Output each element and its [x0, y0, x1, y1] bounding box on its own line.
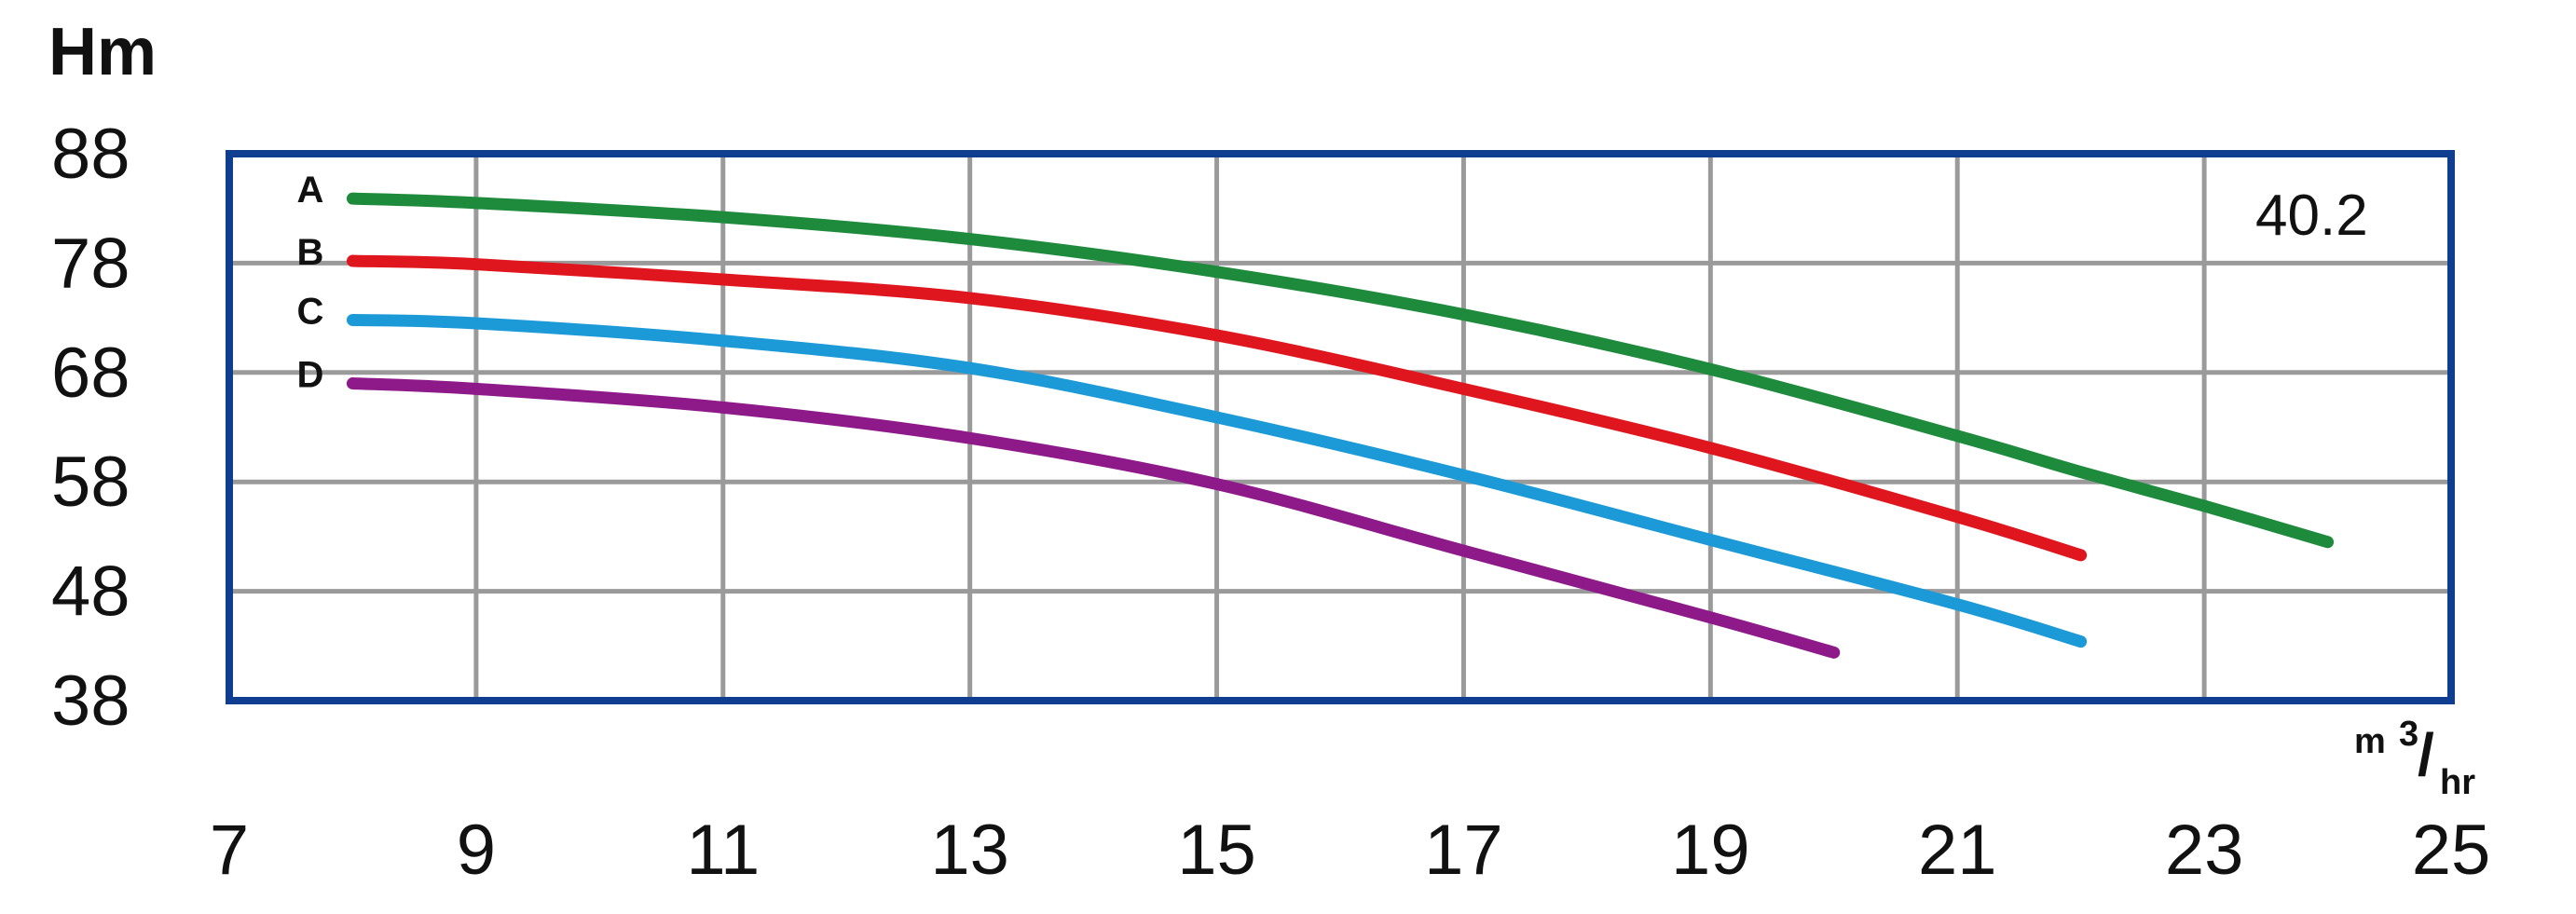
- y-axis-label: Hm: [48, 15, 157, 89]
- unit-sub: hr: [2440, 763, 2475, 802]
- model-label: 40.2: [2255, 184, 2368, 248]
- y-tick-label: 58: [51, 443, 130, 522]
- x-tick-label: 21: [1918, 811, 1997, 890]
- y-tick-label: 38: [51, 662, 130, 741]
- y-tick-label: 88: [51, 115, 130, 194]
- series-line-c: [346, 313, 2088, 648]
- x-tick-label: 13: [930, 811, 1009, 890]
- series-label-b: B: [296, 232, 323, 273]
- series-line-a: [346, 192, 2335, 549]
- series-label-c: C: [296, 291, 323, 332]
- y-tick-label: 48: [51, 552, 130, 632]
- unit-sup: 3: [2399, 715, 2418, 754]
- unit-slash: /: [2418, 721, 2434, 788]
- grid: [229, 154, 2451, 701]
- x-tick-label: 7: [210, 811, 249, 890]
- x-tick-label: 9: [457, 811, 496, 890]
- x-tick-label: 11: [686, 811, 760, 890]
- series-label-a: A: [296, 170, 323, 211]
- y-tick-label: 78: [51, 224, 130, 303]
- plot-frame: [226, 150, 2455, 704]
- x-tick-label: 15: [1177, 811, 1256, 890]
- x-tick-label: 19: [1671, 811, 1750, 890]
- unit-base: m: [2354, 722, 2386, 761]
- y-tick-label: 68: [51, 334, 130, 413]
- x-tick-label: 25: [2412, 811, 2491, 890]
- series-label-d: D: [296, 355, 323, 396]
- series-line-d: [346, 377, 1841, 659]
- x-tick-label: 17: [1424, 811, 1503, 890]
- series-line-b: [346, 254, 2088, 562]
- x-tick-labels: 7 9 11 13 15 17 19 21 23 25: [210, 811, 2490, 890]
- x-tick-label: 23: [2165, 811, 2244, 890]
- y-tick-labels: 88 78 68 58 48 38: [51, 115, 130, 741]
- x-axis-unit: m 3 / hr: [2354, 715, 2475, 802]
- series-group: [346, 192, 2335, 659]
